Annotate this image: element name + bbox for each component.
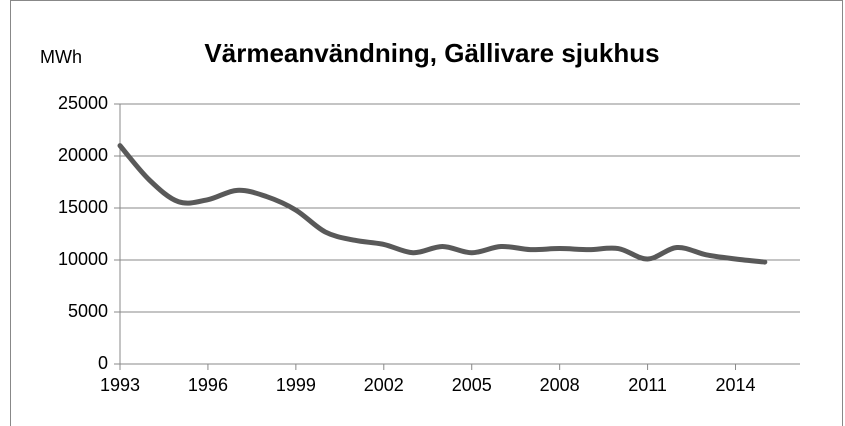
y-tick-label: 10000 (58, 249, 108, 269)
x-tick-label: 1996 (188, 375, 228, 395)
y-tick-label: 20000 (58, 145, 108, 165)
x-tick-label: 2002 (364, 375, 404, 395)
chart-border (10, 0, 843, 426)
x-tick-label: 2011 (628, 375, 667, 395)
chart-title: Värmeanvändning, Gällivare sjukhus (204, 38, 659, 68)
x-tick-label: 2014 (715, 375, 755, 395)
x-tick-label: 2005 (452, 375, 492, 395)
y-tick-label: 15000 (58, 197, 108, 217)
x-tick-label: 1999 (276, 375, 316, 395)
y-axis-label: MWh (40, 47, 82, 67)
y-tick-label: 5000 (68, 301, 108, 321)
data-line (117, 143, 768, 265)
x-tick-label: 1993 (100, 375, 140, 395)
y-tick-label: 25000 (58, 93, 108, 113)
y-tick-label: 0 (98, 353, 108, 373)
x-tick-label: 2008 (540, 375, 580, 395)
